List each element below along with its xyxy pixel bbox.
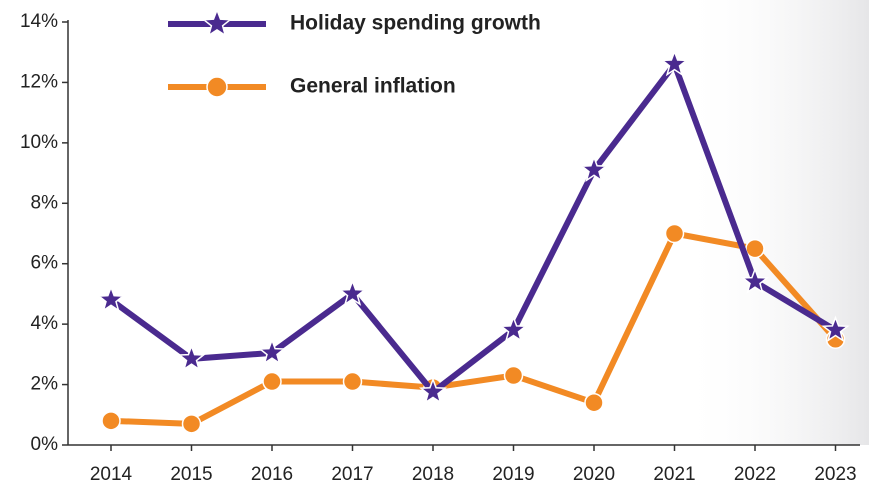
x-tick-label: 2022 — [734, 464, 776, 485]
data-point — [177, 344, 206, 371]
series-line — [109, 61, 838, 396]
data-point — [503, 365, 524, 386]
y-tick-label: 6% — [31, 253, 59, 274]
x-tick-label: 2021 — [653, 464, 695, 485]
x-tick-label: 2015 — [170, 464, 212, 485]
legend-label: General inflation — [290, 75, 456, 98]
background-image — [680, 0, 869, 445]
x-tick-label: 2018 — [412, 464, 454, 485]
x-tick-label: 2016 — [251, 464, 293, 485]
x-tick-label: 2020 — [573, 464, 615, 485]
y-tick-label: 10% — [20, 132, 58, 153]
y-tick-label: 8% — [31, 192, 59, 213]
x-tick-label: 2017 — [331, 464, 373, 485]
data-point — [740, 267, 770, 294]
data-point — [499, 315, 528, 343]
data-point — [257, 338, 287, 365]
legend-label: Holiday spending growth — [290, 12, 541, 35]
data-point — [262, 371, 282, 392]
x-tick-label: 2014 — [90, 464, 133, 485]
y-tick-label: 4% — [31, 313, 59, 334]
y-tick-label: 2% — [31, 374, 59, 395]
legend-marker — [201, 7, 233, 38]
data-point — [101, 411, 121, 431]
series-line — [110, 230, 838, 427]
data-point — [579, 155, 609, 182]
x-tick-label: 2023 — [814, 464, 856, 485]
data-point — [342, 371, 363, 392]
data-point — [664, 223, 685, 244]
data-point — [418, 377, 448, 405]
y-tick-label: 0% — [31, 434, 59, 455]
x-tick-label: 2019 — [492, 464, 534, 485]
data-point — [584, 392, 604, 413]
y-tick-label: 14% — [20, 11, 58, 32]
data-point — [745, 238, 765, 259]
data-point — [96, 285, 126, 312]
y-tick-label: 12% — [20, 71, 58, 92]
data-point — [338, 279, 367, 306]
data-point — [660, 49, 689, 77]
data-point — [181, 414, 202, 434]
legend-marker — [206, 76, 228, 98]
data-point — [821, 315, 850, 343]
